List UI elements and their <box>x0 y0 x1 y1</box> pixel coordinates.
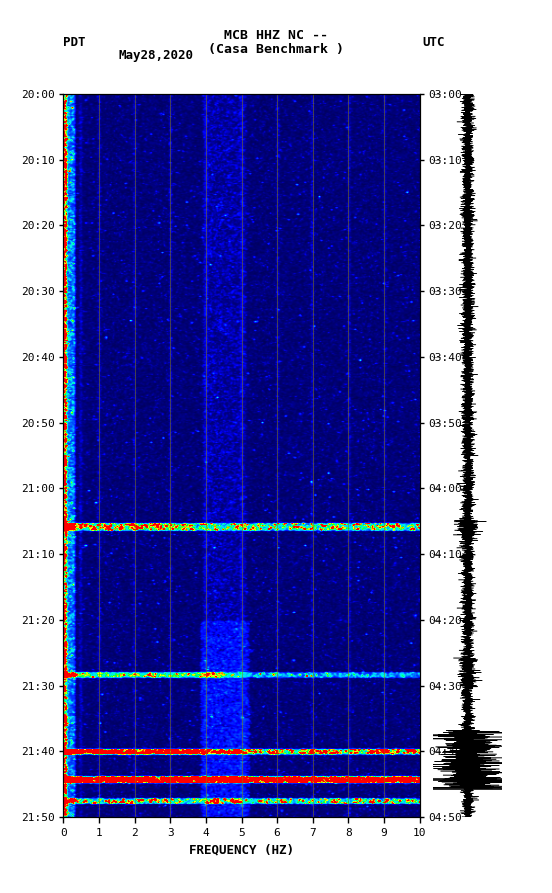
Text: MCB HHZ NC --: MCB HHZ NC -- <box>224 29 328 43</box>
Text: UTC: UTC <box>422 36 445 49</box>
Text: May28,2020: May28,2020 <box>119 49 194 63</box>
X-axis label: FREQUENCY (HZ): FREQUENCY (HZ) <box>189 843 294 856</box>
Text: PDT: PDT <box>63 36 86 49</box>
Text: (Casa Benchmark ): (Casa Benchmark ) <box>208 43 344 56</box>
Text: USGS: USGS <box>11 16 54 29</box>
